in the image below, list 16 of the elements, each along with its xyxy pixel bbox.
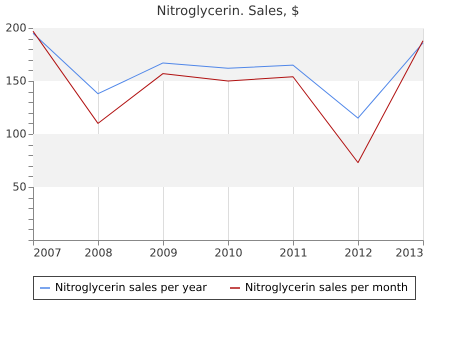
y-tick-label: 200	[6, 22, 26, 34]
legend-label: Nitroglycerin sales per month	[245, 281, 408, 294]
x-tick-label: 2013	[396, 246, 424, 260]
x-tick-label: 2007	[34, 246, 62, 260]
line-series	[32, 32, 424, 119]
line-series	[32, 30, 424, 164]
y-tick-label: 150	[6, 74, 26, 88]
x-tick-label: 2011	[280, 246, 308, 260]
y-tick-label: 100	[6, 128, 26, 140]
x-tick-label: 2012	[344, 246, 372, 260]
x-tick-label: 2009	[150, 246, 178, 260]
chart-title: Nitroglycerin. Sales, $	[156, 4, 300, 19]
legend-label: Nitroglycerin sales per year	[55, 281, 208, 294]
x-tick-label: 2008	[84, 246, 112, 260]
x-tick-label: 2010	[214, 246, 242, 260]
y-tick-label: 50	[12, 180, 26, 194]
